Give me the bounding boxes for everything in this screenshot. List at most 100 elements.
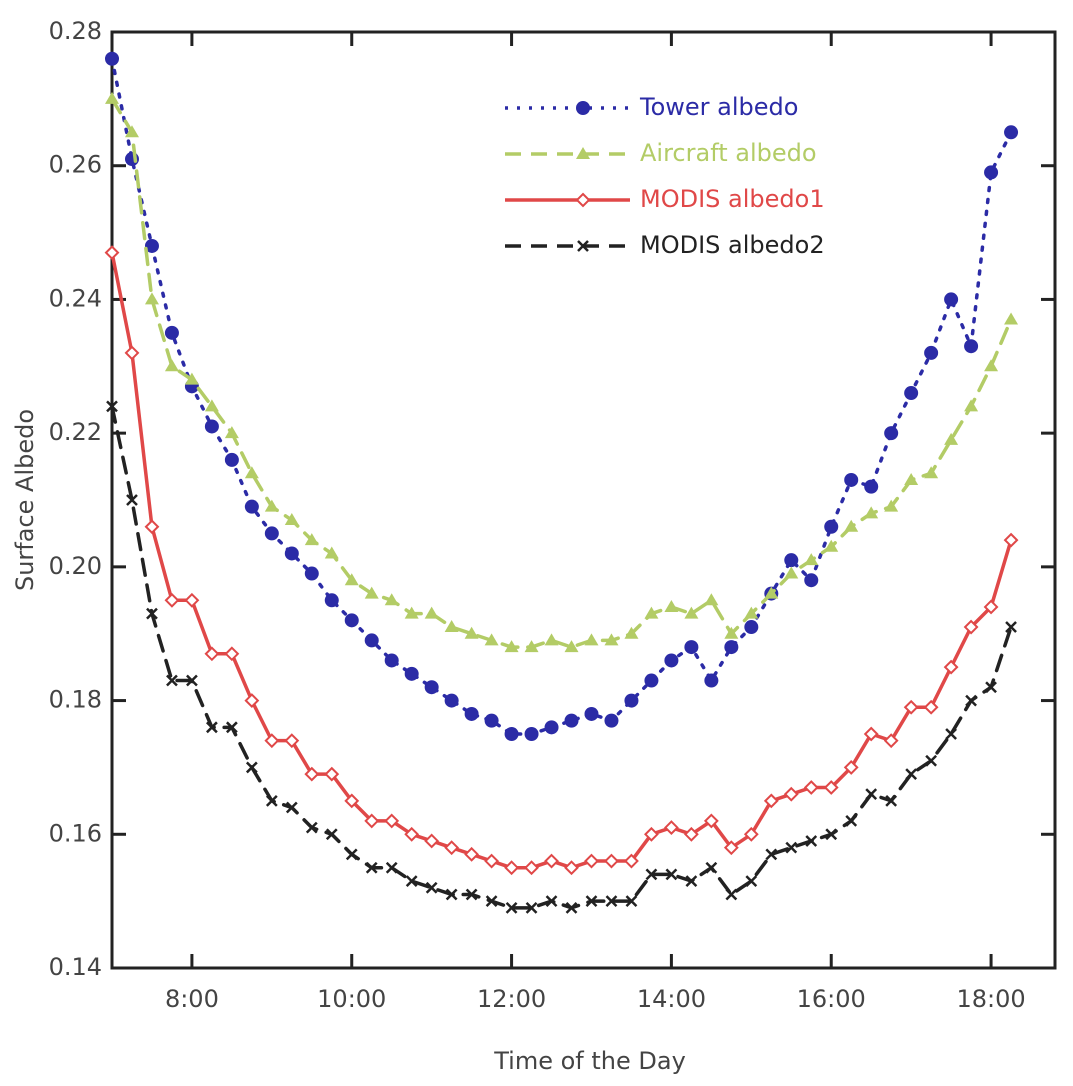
marker: [845, 815, 858, 827]
marker: [264, 526, 279, 541]
marker: [804, 573, 819, 588]
marker: [604, 633, 619, 646]
marker: [305, 821, 318, 834]
marker: [884, 499, 899, 512]
marker: [264, 499, 279, 512]
y-tick-label: 0.18: [49, 686, 102, 714]
marker: [344, 793, 360, 809]
marker: [544, 720, 559, 735]
marker: [444, 620, 459, 633]
marker: [166, 674, 178, 687]
marker: [945, 728, 957, 740]
marker: [105, 91, 119, 104]
marker: [985, 681, 997, 694]
marker: [984, 359, 999, 372]
marker: [963, 619, 979, 635]
marker: [484, 633, 499, 646]
marker: [204, 646, 220, 662]
marker: [884, 426, 899, 441]
marker: [885, 794, 898, 807]
marker: [1005, 621, 1017, 633]
marker: [304, 766, 320, 782]
series-line: [110, 97, 1013, 649]
marker: [464, 846, 480, 862]
series-line: [110, 250, 1013, 870]
marker: [164, 325, 179, 340]
marker: [843, 760, 859, 775]
marker: [725, 888, 738, 901]
x-tick-label: 16:00: [797, 985, 866, 1013]
y-tick-label: 0.14: [49, 953, 102, 981]
marker: [104, 245, 120, 261]
marker: [285, 801, 298, 814]
marker: [1004, 312, 1019, 325]
legend-marker: [576, 101, 590, 115]
marker: [244, 693, 260, 708]
legend-label: Aircraft albedo: [640, 139, 817, 167]
marker: [605, 895, 618, 908]
marker: [485, 895, 498, 908]
marker: [683, 826, 699, 842]
legend-label: MODIS albedo1: [640, 185, 825, 213]
marker: [923, 699, 939, 715]
marker: [805, 835, 818, 847]
marker: [404, 826, 420, 842]
marker: [783, 786, 799, 802]
marker: [784, 566, 799, 579]
marker: [204, 419, 219, 434]
marker: [364, 586, 379, 599]
marker: [924, 345, 939, 360]
marker: [424, 606, 439, 619]
marker: [524, 860, 539, 876]
marker: [825, 828, 838, 841]
y-tick-label: 0.26: [49, 151, 102, 179]
marker: [224, 646, 240, 662]
marker: [664, 599, 679, 612]
marker: [365, 861, 378, 874]
marker: [184, 592, 200, 608]
marker: [124, 125, 139, 138]
marker: [544, 853, 559, 869]
marker: [144, 238, 159, 253]
marker: [964, 399, 979, 412]
marker: [544, 633, 559, 646]
marker: [803, 780, 819, 795]
marker: [624, 853, 639, 869]
x-tick-label: 18:00: [956, 985, 1025, 1013]
y-tick-label: 0.22: [49, 418, 102, 446]
marker: [564, 640, 579, 653]
marker: [284, 546, 299, 561]
marker: [864, 506, 879, 519]
marker: [404, 666, 419, 681]
marker: [604, 853, 619, 869]
marker: [644, 826, 659, 842]
marker: [685, 875, 698, 887]
marker: [784, 553, 799, 568]
marker: [224, 426, 239, 439]
marker: [925, 754, 938, 767]
marker: [124, 345, 140, 361]
marker: [184, 372, 199, 385]
marker: [564, 713, 579, 728]
marker: [883, 733, 899, 749]
marker: [324, 593, 339, 608]
marker: [345, 848, 358, 861]
marker: [844, 519, 859, 532]
marker: [604, 713, 619, 728]
marker: [264, 733, 280, 749]
marker: [684, 640, 699, 655]
marker: [763, 793, 779, 809]
marker: [425, 881, 438, 894]
legend-marker: [576, 147, 590, 159]
marker: [584, 853, 599, 869]
marker: [504, 727, 519, 741]
marker: [325, 828, 338, 841]
marker: [703, 813, 719, 829]
marker: [545, 895, 558, 908]
marker: [424, 680, 439, 695]
marker: [106, 400, 118, 413]
marker: [384, 653, 399, 668]
y-tick-label: 0.16: [49, 819, 102, 847]
marker: [744, 606, 759, 619]
